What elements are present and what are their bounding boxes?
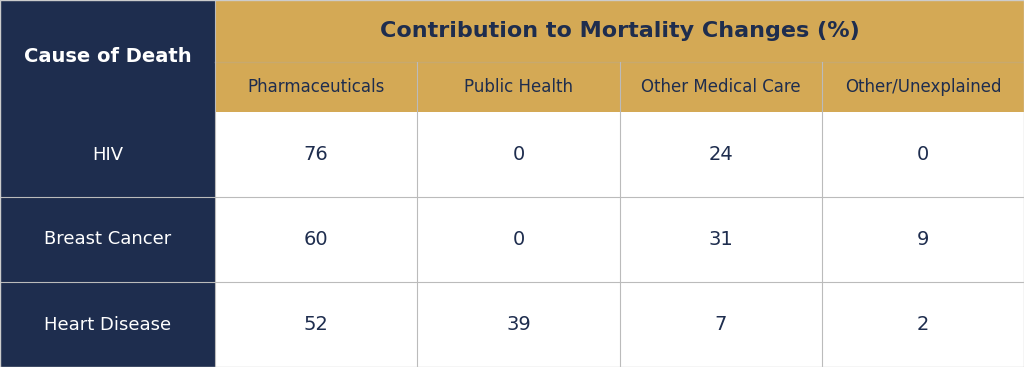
Text: HIV: HIV (92, 145, 123, 164)
Bar (0, 112, 215, 197)
Text: 31: 31 (709, 230, 733, 249)
Text: 7: 7 (715, 315, 727, 334)
Text: 9: 9 (916, 230, 929, 249)
Text: 39: 39 (506, 315, 530, 334)
Text: Public Health: Public Health (464, 78, 572, 96)
Bar (0, 0, 1024, 112)
Text: Other/Unexplained: Other/Unexplained (845, 78, 1001, 96)
Bar (215, 282, 1024, 367)
Text: 0: 0 (512, 230, 524, 249)
Bar (0, 0, 215, 112)
Text: 0: 0 (916, 145, 929, 164)
Text: Heart Disease: Heart Disease (44, 316, 171, 334)
Bar (215, 197, 1024, 282)
Text: Other Medical Care: Other Medical Care (641, 78, 801, 96)
Text: Cause of Death: Cause of Death (24, 47, 191, 65)
Text: Contribution to Mortality Changes (%): Contribution to Mortality Changes (%) (380, 21, 859, 41)
Text: Breast Cancer: Breast Cancer (44, 230, 171, 248)
Text: 0: 0 (512, 145, 524, 164)
Bar (0, 282, 215, 367)
Bar (215, 112, 1024, 197)
Text: 60: 60 (304, 230, 329, 249)
Text: 2: 2 (916, 315, 929, 334)
Text: Pharmaceuticals: Pharmaceuticals (248, 78, 385, 96)
Text: 52: 52 (304, 315, 329, 334)
Bar (0, 197, 215, 282)
Text: 24: 24 (709, 145, 733, 164)
Text: 76: 76 (304, 145, 329, 164)
